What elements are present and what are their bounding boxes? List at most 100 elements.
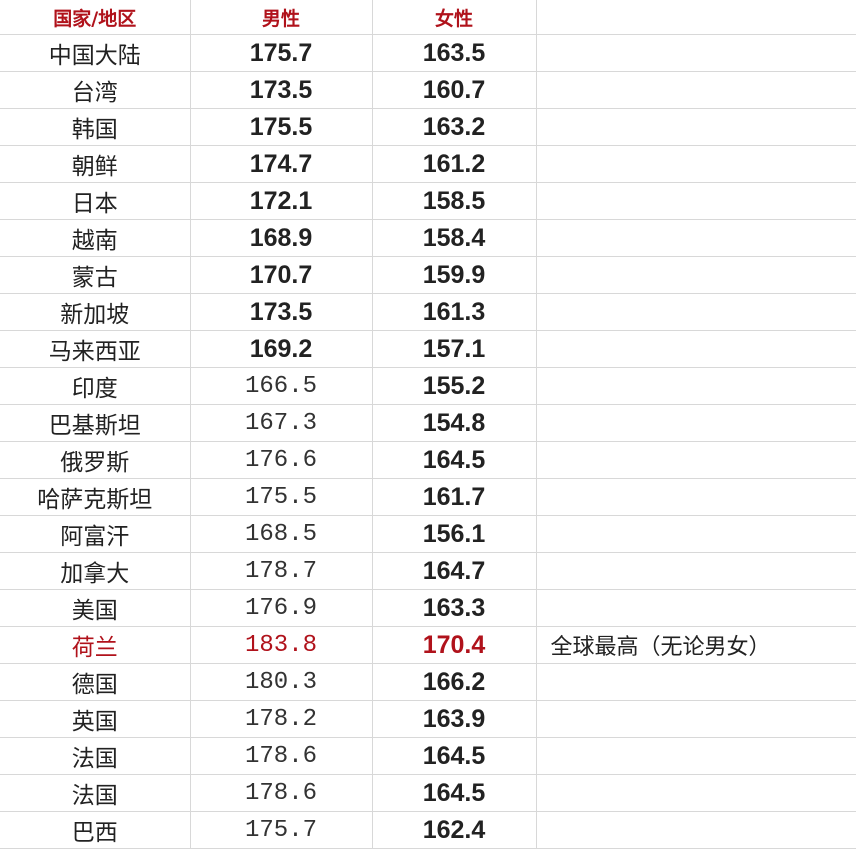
- male-height-cell: 178.6: [190, 774, 373, 812]
- table-row: 巴基斯坦 167.3 154.8: [0, 404, 856, 442]
- female-height-cell: 160.7: [372, 71, 537, 109]
- note-cell: [536, 330, 856, 368]
- table-row: 中国大陆 175.7 163.5: [0, 34, 856, 72]
- note-cell: [536, 404, 856, 442]
- country-cell: 俄罗斯: [0, 441, 191, 479]
- male-height-cell: 176.9: [190, 589, 373, 627]
- female-height-cell: 166.2: [372, 663, 537, 701]
- note-cell: [536, 515, 856, 553]
- country-cell: 巴基斯坦: [0, 404, 191, 442]
- country-cell: 台湾: [0, 71, 191, 109]
- country-cell: 中国大陆: [0, 34, 191, 72]
- male-height-cell: 183.8: [190, 626, 373, 664]
- male-height-cell: 175.7: [190, 34, 373, 72]
- female-height-cell: 157.1: [372, 330, 537, 368]
- table-row: 加拿大 178.7 164.7: [0, 552, 856, 590]
- country-cell: 越南: [0, 219, 191, 257]
- female-height-cell: 156.1: [372, 515, 537, 553]
- female-height-cell: 164.5: [372, 774, 537, 812]
- male-height-cell: 175.5: [190, 478, 373, 516]
- male-height-cell: 168.9: [190, 219, 373, 257]
- male-height-cell: 173.5: [190, 293, 373, 331]
- table-row: 俄罗斯 176.6 164.5: [0, 441, 856, 479]
- table-row: 荷兰 183.8 170.4 全球最高（无论男女）: [0, 626, 856, 664]
- male-height-cell: 180.3: [190, 663, 373, 701]
- female-height-cell: 161.7: [372, 478, 537, 516]
- table-row: 英国 178.2 163.9: [0, 700, 856, 738]
- male-height-cell: 175.5: [190, 108, 373, 146]
- male-height-cell: 175.7: [190, 811, 373, 849]
- female-height-cell: 164.7: [372, 552, 537, 590]
- country-cell: 哈萨克斯坦: [0, 478, 191, 516]
- note-cell: [536, 663, 856, 701]
- note-cell: [536, 293, 856, 331]
- country-cell: 美国: [0, 589, 191, 627]
- country-cell: 加拿大: [0, 552, 191, 590]
- header-female: 女性: [372, 0, 537, 35]
- note-cell: [536, 145, 856, 183]
- male-height-cell: 178.2: [190, 700, 373, 738]
- table-row: 印度 166.5 155.2: [0, 367, 856, 405]
- male-height-cell: 178.7: [190, 552, 373, 590]
- country-cell: 英国: [0, 700, 191, 738]
- country-cell: 蒙古: [0, 256, 191, 294]
- table-row: 阿富汗 168.5 156.1: [0, 515, 856, 553]
- female-height-cell: 164.5: [372, 441, 537, 479]
- male-height-cell: 172.1: [190, 182, 373, 220]
- country-cell: 马来西亚: [0, 330, 191, 368]
- table-row: 蒙古 170.7 159.9: [0, 256, 856, 294]
- table-row: 马来西亚 169.2 157.1: [0, 330, 856, 368]
- female-height-cell: 162.4: [372, 811, 537, 849]
- note-cell: [536, 700, 856, 738]
- note-cell: [536, 774, 856, 812]
- table-row: 法国 178.6 164.5: [0, 774, 856, 812]
- table-row: 新加坡 173.5 161.3: [0, 293, 856, 331]
- note-cell: [536, 219, 856, 257]
- country-cell: 韩国: [0, 108, 191, 146]
- table-row: 哈萨克斯坦 175.5 161.7: [0, 478, 856, 516]
- female-height-cell: 163.5: [372, 34, 537, 72]
- header-male: 男性: [190, 0, 373, 35]
- male-height-cell: 166.5: [190, 367, 373, 405]
- female-height-cell: 158.5: [372, 182, 537, 220]
- table-row: 台湾 173.5 160.7: [0, 71, 856, 109]
- female-height-cell: 159.9: [372, 256, 537, 294]
- table-row: 巴西 175.7 162.4: [0, 811, 856, 849]
- female-height-cell: 155.2: [372, 367, 537, 405]
- male-height-cell: 169.2: [190, 330, 373, 368]
- note-cell: [536, 441, 856, 479]
- note-cell: [536, 478, 856, 516]
- header-country: 国家/地区: [0, 0, 191, 35]
- note-cell: 全球最高（无论男女）: [536, 626, 856, 664]
- country-cell: 印度: [0, 367, 191, 405]
- female-height-cell: 163.3: [372, 589, 537, 627]
- height-table: 国家/地区 男性 女性 中国大陆 175.7 163.5 台湾 173.5 160.7 韩国…: [0, 0, 856, 849]
- header-note: [536, 0, 856, 35]
- note-cell: [536, 256, 856, 294]
- note-cell: [536, 737, 856, 775]
- female-height-cell: 163.9: [372, 700, 537, 738]
- table-row: 美国 176.9 163.3: [0, 589, 856, 627]
- note-cell: [536, 811, 856, 849]
- male-height-cell: 168.5: [190, 515, 373, 553]
- female-height-cell: 158.4: [372, 219, 537, 257]
- table-row: 德国 180.3 166.2: [0, 663, 856, 701]
- country-cell: 新加坡: [0, 293, 191, 331]
- header-row: 国家/地区 男性 女性: [0, 0, 856, 35]
- male-height-cell: 174.7: [190, 145, 373, 183]
- note-cell: [536, 589, 856, 627]
- table-row: 法国 178.6 164.5: [0, 737, 856, 775]
- note-cell: [536, 71, 856, 109]
- male-height-cell: 178.6: [190, 737, 373, 775]
- male-height-cell: 170.7: [190, 256, 373, 294]
- country-cell: 德国: [0, 663, 191, 701]
- table-row: 越南 168.9 158.4: [0, 219, 856, 257]
- male-height-cell: 176.6: [190, 441, 373, 479]
- female-height-cell: 163.2: [372, 108, 537, 146]
- female-height-cell: 170.4: [372, 626, 537, 664]
- note-cell: [536, 182, 856, 220]
- female-height-cell: 161.3: [372, 293, 537, 331]
- note-cell: [536, 34, 856, 72]
- country-cell: 巴西: [0, 811, 191, 849]
- country-cell: 朝鲜: [0, 145, 191, 183]
